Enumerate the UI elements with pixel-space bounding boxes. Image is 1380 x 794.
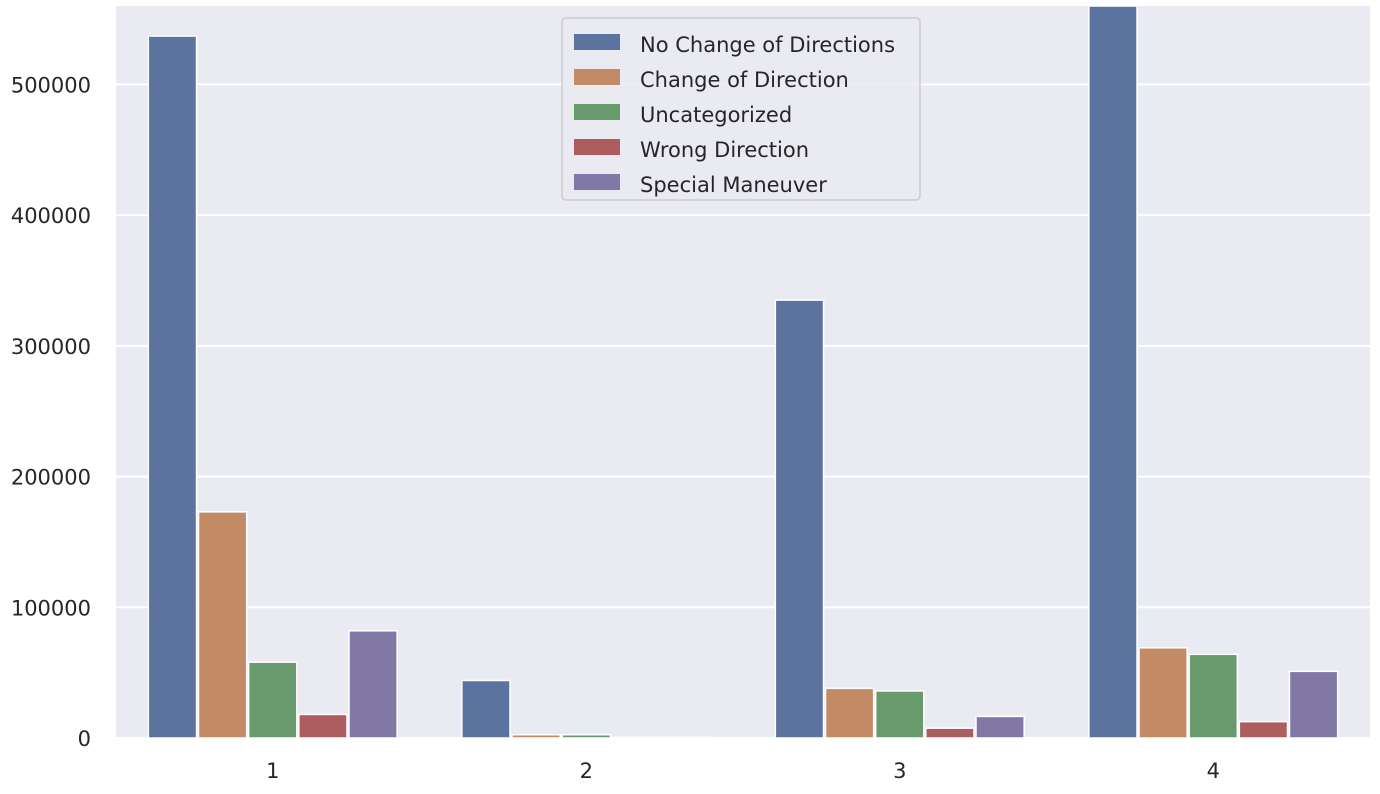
x-axis: 1 2 3 4: [266, 759, 1220, 783]
bar-wrong-direction-3: [925, 727, 975, 739]
bar-change-of-direction-1: [197, 511, 248, 739]
legend-label: Change of Direction: [640, 68, 849, 92]
bar-special-maneuver-3: [975, 715, 1025, 739]
bar-no-change-of-directions-2: [461, 679, 511, 739]
bar-wrong-direction-4: [1238, 720, 1289, 739]
bar-no-change-of-directions-3: [774, 299, 825, 739]
y-tick-label: 200000: [11, 466, 91, 490]
y-tick-label: 500000: [11, 73, 91, 97]
bars: [147, 5, 1339, 739]
bar-special-maneuver-4: [1288, 670, 1339, 739]
x-tick-label: 2: [580, 759, 593, 783]
y-tick-label: 400000: [11, 204, 91, 228]
bar-change-of-direction-3: [824, 687, 875, 739]
bar-uncategorized-2: [561, 733, 612, 739]
bar-wrong-direction-2: [611, 736, 662, 739]
legend-swatch: [574, 174, 620, 190]
bar-special-maneuver-2: [661, 736, 712, 739]
bar-no-change-of-directions-4: [1088, 5, 1138, 739]
x-tick-label: 1: [266, 759, 279, 783]
legend-label: Wrong Direction: [640, 138, 809, 162]
y-tick-label: 0: [78, 727, 91, 751]
legend-label: No Change of Directions: [640, 33, 895, 57]
legend-label: Special Maneuver: [640, 173, 827, 197]
legend-swatch: [574, 34, 620, 50]
bar-change-of-direction-4: [1138, 647, 1188, 739]
legend-label: Uncategorized: [640, 103, 792, 127]
bar-change-of-direction-2: [511, 733, 561, 739]
legend-swatch: [574, 139, 620, 155]
legend: No Change of Directions Change of Directi…: [561, 17, 921, 201]
legend-swatch: [574, 69, 620, 85]
y-axis: 0 100000 200000 300000 400000 500000: [11, 73, 91, 751]
bar-uncategorized-1: [247, 661, 298, 739]
legend-swatch: [574, 104, 620, 120]
bar-uncategorized-4: [1188, 653, 1239, 739]
bar-special-maneuver-1: [348, 630, 398, 739]
bar-uncategorized-3: [874, 690, 925, 739]
x-tick-label: 4: [1207, 759, 1220, 783]
y-tick-label: 100000: [11, 596, 91, 620]
bar-no-change-of-directions-1: [147, 35, 198, 739]
x-tick-label: 3: [893, 759, 906, 783]
legend-box: [561, 17, 921, 201]
y-tick-label: 300000: [11, 335, 91, 359]
bar-wrong-direction-1: [298, 713, 348, 739]
